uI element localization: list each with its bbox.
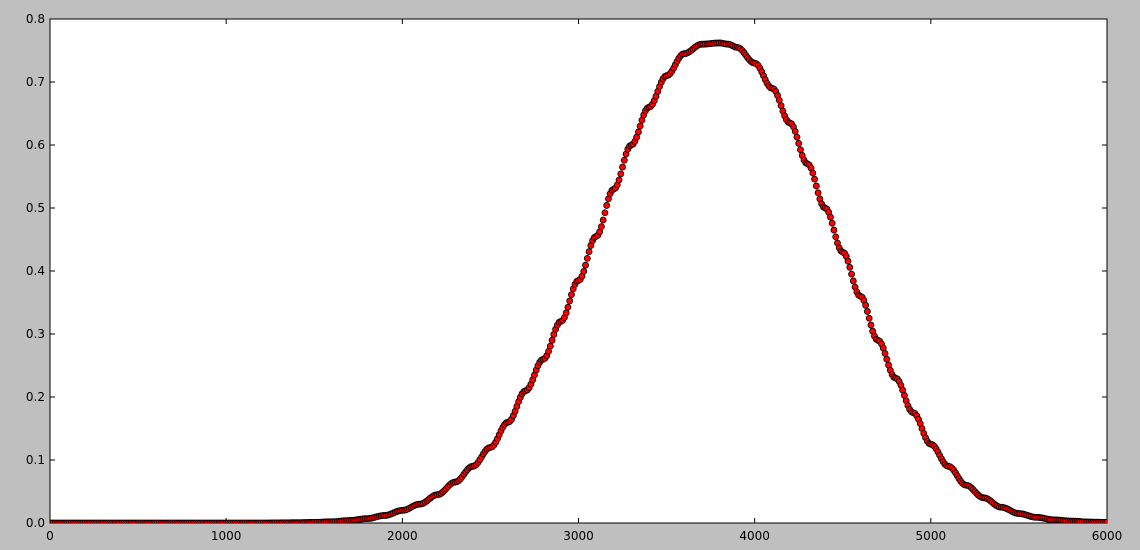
data-point <box>814 189 822 197</box>
data-point <box>619 163 626 171</box>
data-point <box>881 349 889 357</box>
axis-tick-labels: 0 1000 2000 3000 4000 5000 6000 0.0 0.1 0.2 0.3 0.4… <box>26 12 1122 543</box>
data-point <box>867 321 875 329</box>
data-series <box>50 39 1107 523</box>
data-point <box>585 248 593 255</box>
y-tick-label: 0.0 <box>26 516 45 530</box>
data-point <box>635 128 642 136</box>
data-point <box>848 270 855 278</box>
data-point <box>582 261 589 269</box>
data-point <box>797 146 804 154</box>
data-point <box>620 156 628 164</box>
data-point <box>846 263 854 271</box>
data-point <box>849 277 857 285</box>
x-tick-label: 0 <box>46 529 54 543</box>
data-point <box>864 308 871 315</box>
data-point <box>828 219 836 227</box>
x-tick-label: 4000 <box>739 529 770 543</box>
y-tick-label: 0.1 <box>26 453 45 467</box>
data-point <box>827 213 834 221</box>
data-point <box>583 254 591 262</box>
x-tick-label: 1000 <box>211 529 242 543</box>
data-point <box>791 127 799 135</box>
data-point <box>809 169 817 177</box>
data-point <box>566 297 574 305</box>
y-tick-label: 0.8 <box>26 12 45 26</box>
data-point <box>615 176 623 184</box>
data-point <box>562 309 570 317</box>
data-point <box>598 223 605 231</box>
x-tick-label: 3000 <box>563 529 594 543</box>
data-point <box>546 342 554 350</box>
data-point <box>865 314 873 322</box>
x-tick-label: 6000 <box>1092 529 1123 543</box>
data-point <box>830 226 838 234</box>
data-point <box>580 267 588 275</box>
y-tick-label: 0.4 <box>26 264 45 278</box>
data-point <box>603 202 611 209</box>
data-point <box>636 122 644 130</box>
data-point <box>883 355 891 363</box>
data-point <box>599 216 607 224</box>
data-point <box>862 301 870 309</box>
x-tick-label: 5000 <box>916 529 947 543</box>
data-point <box>1103 518 1107 523</box>
data-point <box>601 209 609 217</box>
data-point <box>568 291 575 299</box>
y-tick-label: 0.7 <box>26 75 45 89</box>
data-point <box>844 257 852 265</box>
data-point <box>832 233 840 241</box>
y-tick-label: 0.3 <box>26 327 45 341</box>
data-point <box>564 303 572 311</box>
y-tick-label: 0.5 <box>26 201 45 215</box>
data-point <box>812 182 820 190</box>
data-point <box>795 140 803 147</box>
x-tick-label: 2000 <box>387 529 418 543</box>
plot-area <box>49 18 1108 524</box>
y-tick-label: 0.2 <box>26 390 45 404</box>
data-point <box>617 170 625 178</box>
data-point <box>548 336 556 344</box>
data-point <box>793 133 801 141</box>
data-point <box>811 175 818 183</box>
y-tick-label: 0.6 <box>26 138 45 152</box>
